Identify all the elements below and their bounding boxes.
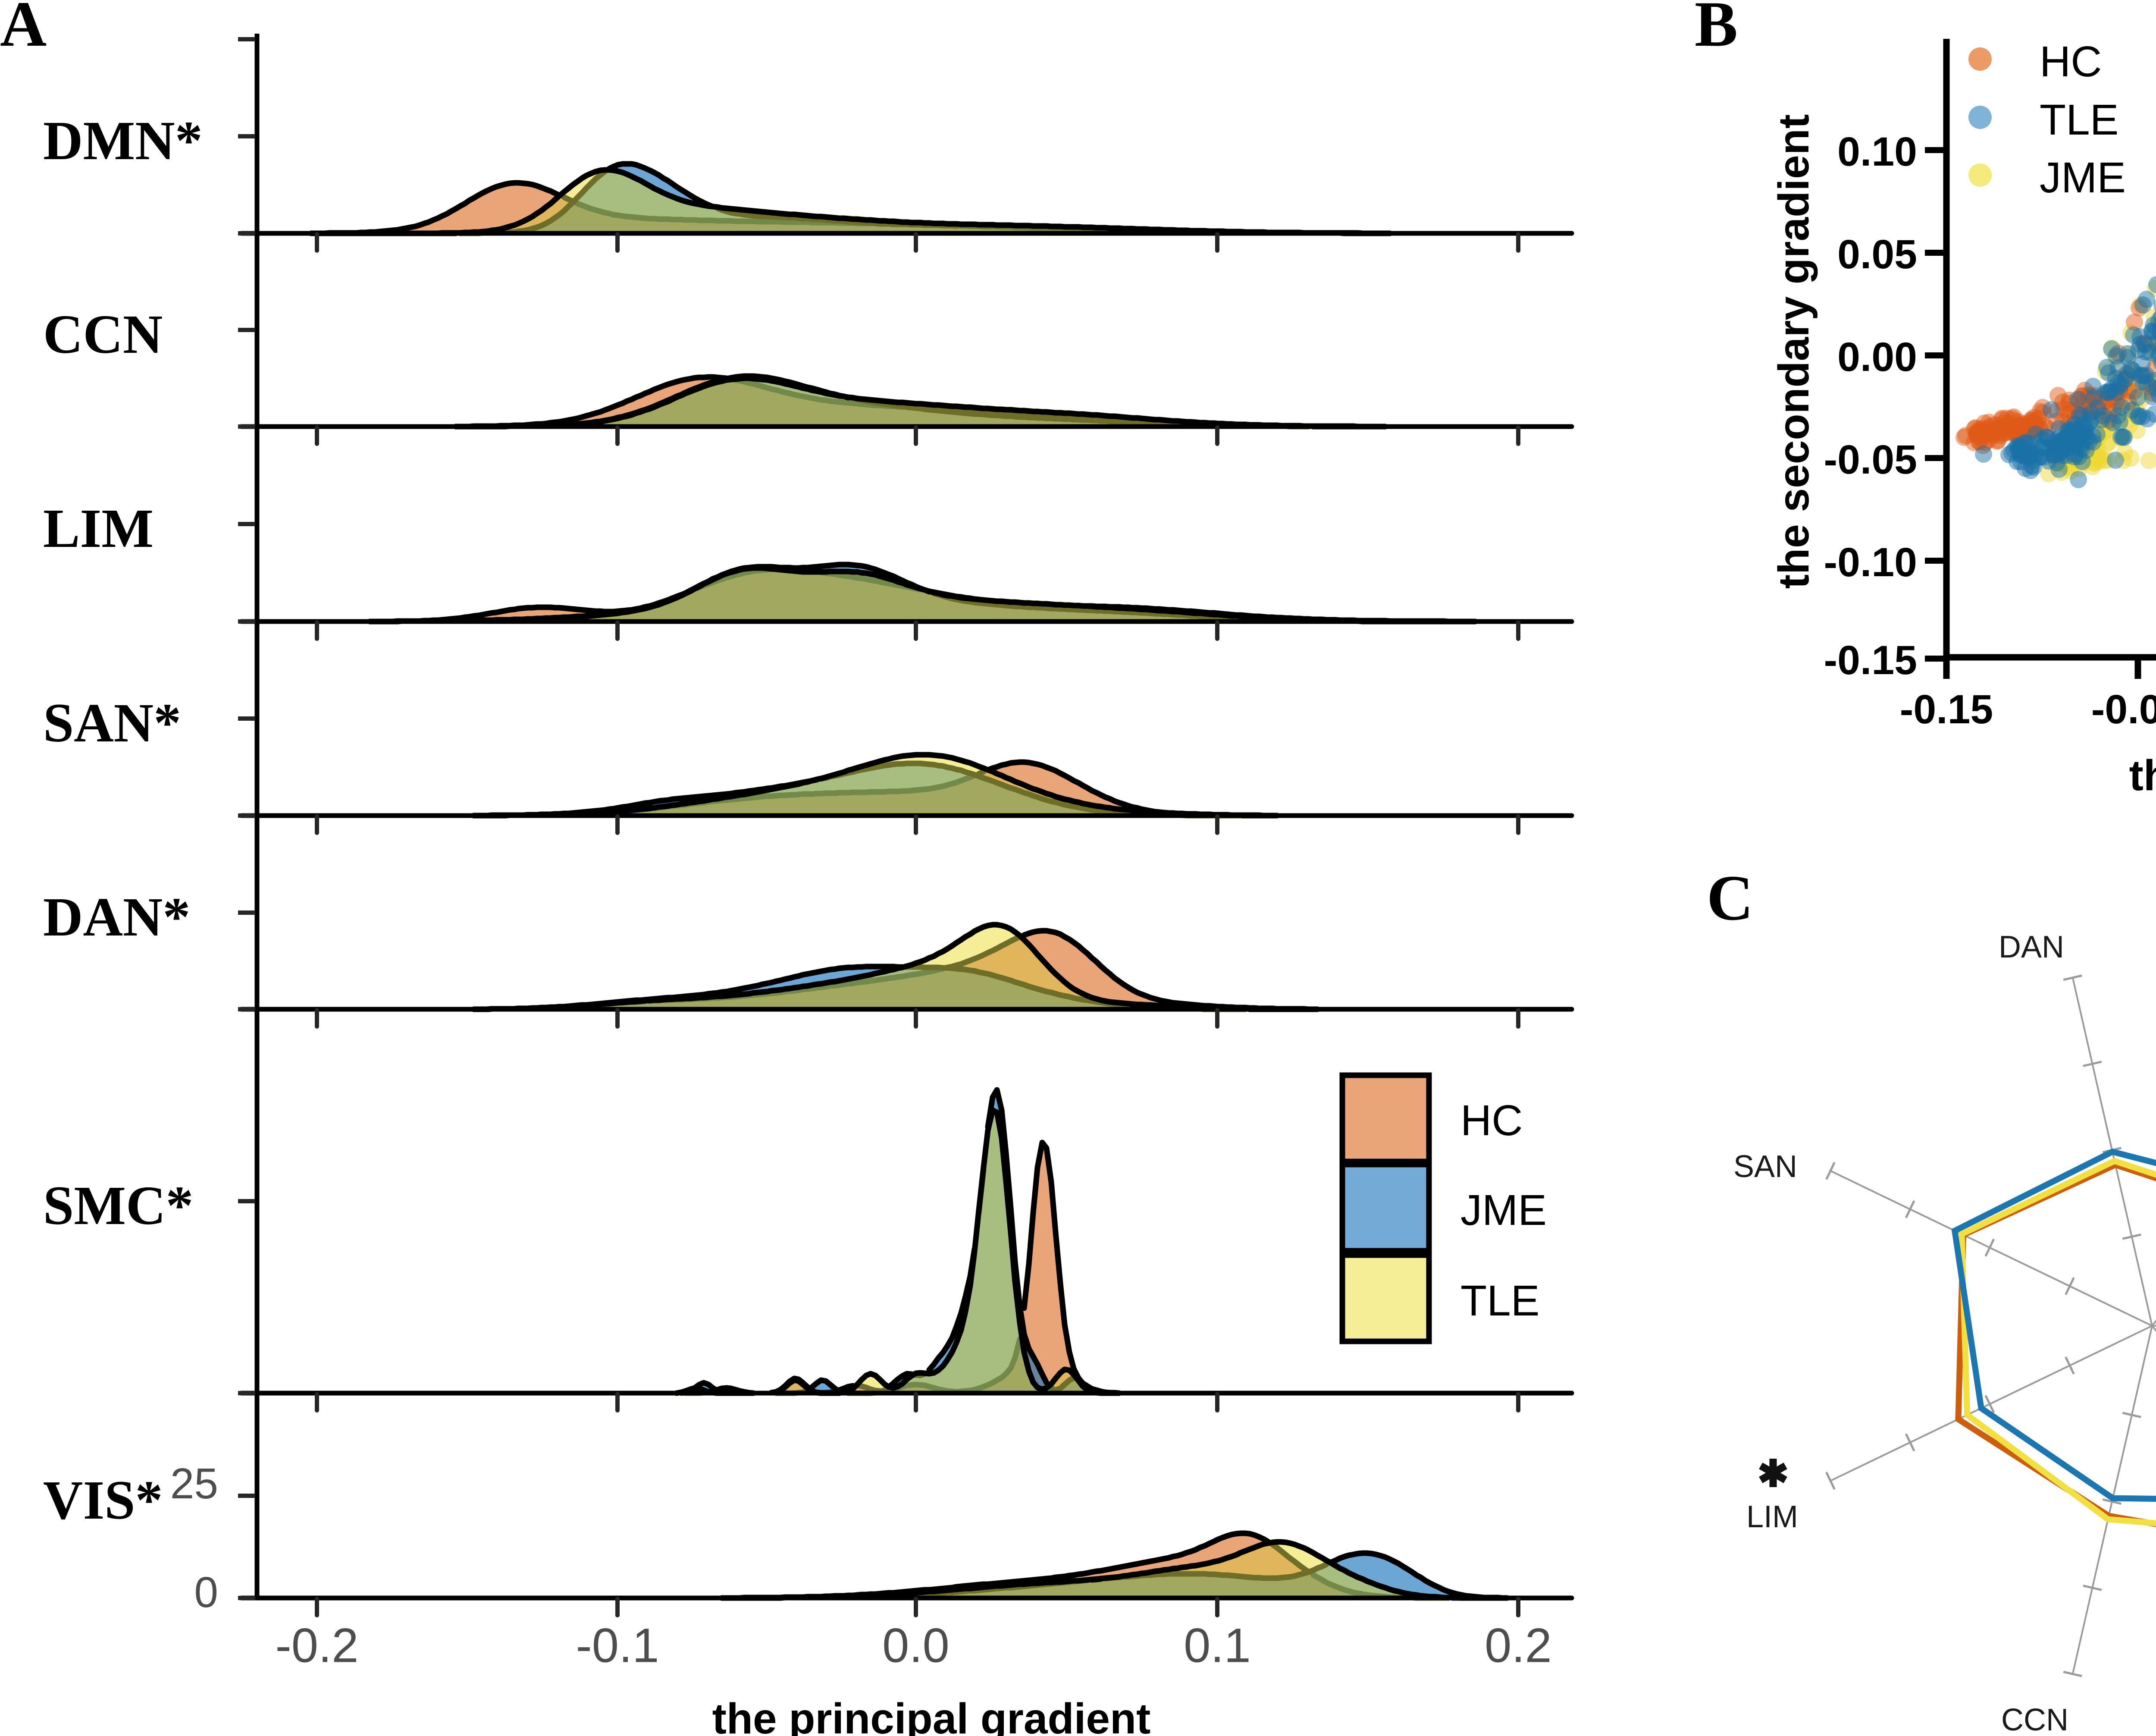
- svg-text:SAN: SAN: [1733, 1149, 1797, 1184]
- svg-text:0.00: 0.00: [1837, 334, 1917, 380]
- svg-text:-0.05: -0.05: [2091, 687, 2156, 732]
- svg-text:0.05: 0.05: [1837, 232, 1917, 277]
- svg-text:0.1: 0.1: [1184, 1619, 1251, 1673]
- svg-text:0.2: 0.2: [1485, 1619, 1552, 1673]
- svg-text:-0.2: -0.2: [276, 1619, 359, 1673]
- svg-text:JME: JME: [1460, 1186, 1547, 1234]
- svg-text:-0.1: -0.1: [576, 1619, 659, 1673]
- svg-text:VIS*: VIS*: [43, 1469, 163, 1531]
- svg-text:DAN*: DAN*: [43, 886, 190, 948]
- svg-text:HC: HC: [1460, 1096, 1523, 1145]
- svg-text:CCN: CCN: [43, 304, 163, 365]
- svg-text:-0.15: -0.15: [1900, 687, 1993, 732]
- svg-text:HC: HC: [2040, 38, 2102, 86]
- svg-text:-0.05: -0.05: [1824, 437, 1917, 483]
- svg-text:SMC*: SMC*: [43, 1175, 193, 1236]
- svg-text:CCN: CCN: [2001, 1703, 2068, 1736]
- svg-text:0.10: 0.10: [1837, 129, 1917, 175]
- svg-text:-0.10: -0.10: [1824, 540, 1917, 585]
- svg-text:LIM: LIM: [1746, 1500, 1798, 1534]
- svg-text:A: A: [0, 0, 47, 60]
- svg-text:the secondary gradient: the secondary gradient: [1770, 114, 1818, 589]
- svg-text:0: 0: [194, 1568, 218, 1617]
- svg-text:JME: JME: [2040, 154, 2126, 202]
- svg-text:the principal gradient: the principal gradient: [712, 1695, 1151, 1736]
- svg-text:DMN*: DMN*: [43, 110, 203, 171]
- svg-text:DAN: DAN: [1999, 930, 2064, 964]
- svg-text:25: 25: [170, 1460, 218, 1508]
- svg-text:the principal gradient: the principal gradient: [2129, 751, 2156, 800]
- svg-text:B: B: [1695, 0, 1738, 60]
- svg-text:SAN*: SAN*: [43, 692, 181, 753]
- svg-text:TLE: TLE: [2040, 96, 2118, 144]
- svg-text:LIM: LIM: [43, 498, 154, 559]
- svg-text:TLE: TLE: [1460, 1277, 1539, 1325]
- svg-text:0.0: 0.0: [882, 1619, 950, 1673]
- svg-text:-0.15: -0.15: [1824, 637, 1917, 683]
- svg-text:C: C: [1707, 862, 1753, 934]
